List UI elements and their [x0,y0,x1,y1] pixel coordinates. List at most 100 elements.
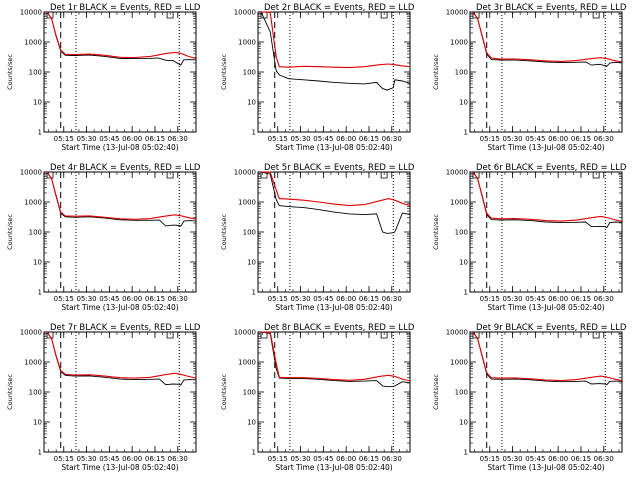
x-tick-label: 06:00 [548,135,568,143]
bracket-marker-icon [260,332,268,339]
x-tick-label: 05:15 [268,295,288,303]
x-tick-label: 05:45 [525,295,545,303]
x-tick-label: 06:00 [548,455,568,463]
series-line-events [472,171,623,229]
x-tick-label: 06:30 [594,135,614,143]
x-axis-label: Start Time (13-Jul-08 05:02:40) [275,463,392,472]
x-tick-label: 06:30 [168,135,188,143]
x-tick-label: 05:15 [268,135,288,143]
x-axis-label: Start Time (13-Jul-08 05:02:40) [61,303,178,312]
detector-panel-9: 1 10 100 1000 10000 05:15 05:30 05:45 06:00 06:15… [432,323,627,472]
y-tick-label: 100 [455,69,468,77]
detector-panel-7: 1 10 100 1000 10000 05:15 05:30 05:45 06:00 06:15… [6,323,201,472]
x-axis-label: Start Time (13-Jul-08 05:02:40) [61,463,178,472]
y-tick-label: 10 [33,419,42,427]
y-axis-label: Counts/sec [220,54,228,90]
y-tick-label: 1000 [450,359,468,367]
y-tick-label: 1 [38,289,42,297]
y-tick-label: 10000 [234,169,256,177]
bracket-marker-icon [472,172,480,179]
bracket-marker-icon [46,332,54,339]
series-line-events [472,331,623,386]
x-tick-label: 05:45 [99,135,119,143]
series-line-events [260,11,411,91]
series-line-lld [472,171,623,222]
bracket-marker-icon [380,12,388,19]
bracket-marker-icon [380,332,388,339]
y-tick-label: 10000 [234,9,256,17]
chart-title: Det 5r BLACK = Events, RED = LLD [264,163,415,173]
x-tick-label: 06:00 [336,455,356,463]
y-tick-label: 100 [29,229,42,237]
bracket-marker-icon [166,12,174,19]
series-line-lld [46,11,197,60]
x-tick-label: 05:30 [76,135,96,143]
y-tick-label: 100 [243,229,256,237]
y-tick-label: 1000 [238,39,256,47]
x-tick-label: 06:15 [571,135,591,143]
x-tick-label: 05:30 [502,135,522,143]
bracket-marker-icon [592,172,600,179]
y-tick-label: 1000 [450,199,468,207]
y-axis-label: Counts/sec [220,374,228,410]
x-tick-label: 05:45 [525,455,545,463]
bracket-marker-icon [472,332,480,339]
x-tick-label: 06:00 [122,135,142,143]
detector-panel-5: 1 10 100 1000 10000 05:15 05:30 05:45 06:00 06:15… [220,163,415,312]
detector-panel-3: 1 10 100 1000 10000 05:15 05:30 05:45 06:00 06:15… [432,3,627,152]
series-line-events [46,11,197,66]
y-tick-label: 1000 [238,199,256,207]
y-tick-label: 1 [464,129,468,137]
y-tick-label: 1 [38,449,42,457]
y-tick-label: 1000 [450,39,468,47]
y-tick-label: 10000 [446,329,468,337]
y-axis-label: Counts/sec [6,214,14,250]
x-tick-label: 05:45 [313,295,333,303]
y-tick-label: 1 [464,449,468,457]
bracket-marker-icon [592,12,600,19]
x-tick-label: 05:45 [525,135,545,143]
x-tick-label: 06:30 [168,295,188,303]
x-tick-label: 06:15 [359,295,379,303]
series-line-lld [472,331,623,382]
y-tick-label: 10000 [20,329,42,337]
plot-frame [469,171,623,293]
series-line-lld [472,11,623,63]
plot-frame [43,171,197,293]
x-tick-label: 05:30 [76,295,96,303]
x-tick-label: 06:30 [168,455,188,463]
series-line-events [46,171,197,227]
series-line-lld [46,171,197,220]
bracket-marker-icon [592,332,600,339]
x-tick-label: 05:45 [313,135,333,143]
x-axis-label: Start Time (13-Jul-08 05:02:40) [275,143,392,152]
x-tick-label: 05:45 [313,455,333,463]
series-line-lld [260,331,411,382]
y-tick-label: 10 [459,419,468,427]
x-tick-label: 06:30 [382,295,402,303]
x-axis-label: Start Time (13-Jul-08 05:02:40) [275,303,392,312]
y-tick-label: 10000 [234,329,256,337]
bracket-marker-icon [472,12,480,19]
x-tick-label: 05:30 [290,295,310,303]
y-tick-label: 10 [33,99,42,107]
y-axis-label: Counts/sec [432,374,440,410]
series-line-events [260,171,411,234]
detector-panel-6: 1 10 100 1000 10000 05:15 05:30 05:45 06:00 06:15… [432,163,627,312]
y-axis-label: Counts/sec [432,214,440,250]
y-axis-label: Counts/sec [6,374,14,410]
x-tick-label: 05:30 [502,455,522,463]
y-tick-label: 10000 [20,9,42,17]
series-line-lld [260,171,411,207]
chart-title: Det 8r BLACK = Events, RED = LLD [264,323,415,333]
x-tick-label: 05:15 [268,455,288,463]
x-tick-label: 06:00 [336,295,356,303]
y-axis-label: Counts/sec [432,54,440,90]
x-tick-label: 06:00 [122,455,142,463]
x-tick-label: 06:00 [548,295,568,303]
x-tick-label: 05:15 [54,455,74,463]
plot-frame [257,11,411,133]
y-tick-label: 1 [252,449,256,457]
x-tick-label: 06:00 [336,135,356,143]
series-line-events [46,331,197,386]
